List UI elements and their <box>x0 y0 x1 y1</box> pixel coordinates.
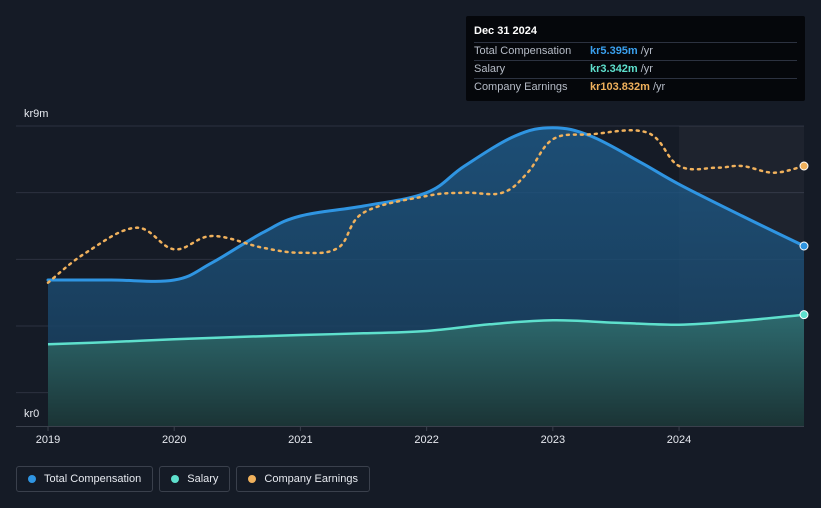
tooltip-unit: /yr <box>652 81 666 93</box>
salary-line <box>47 313 805 346</box>
x-tick-label: 2023 <box>541 434 565 446</box>
salary-area <box>48 314 804 426</box>
legend-dot-icon <box>171 475 180 483</box>
tooltip-unit: /yr <box>640 63 653 75</box>
y-axis-bottom-label: kr0 <box>24 408 40 420</box>
tooltip-value: kr103.832m <box>590 81 650 93</box>
tooltip-row-earnings: Company Earnings kr103.832m /yr <box>474 78 797 96</box>
tooltip-label: Total Compensation <box>474 45 572 57</box>
tooltip-row-salary: Salary kr3.342m /yr <box>474 60 797 78</box>
tooltip-label: Salary <box>474 63 506 75</box>
total-compensation-line <box>46 126 806 283</box>
legend-dot-icon <box>28 475 36 483</box>
tooltip-unit: /yr <box>640 45 653 57</box>
tooltip-panel: Dec 31 2024 Total Compensation kr5.395m … <box>466 16 805 101</box>
x-tick-label: 2021 <box>288 434 312 446</box>
legend-label: Company Earnings <box>264 473 358 485</box>
legend-dot-icon <box>248 475 257 483</box>
x-tick-label: 2019 <box>36 434 60 446</box>
legend-label: Total Compensation <box>44 473 142 485</box>
tooltip-value: kr5.395m <box>590 45 638 57</box>
x-tick-label: 2022 <box>414 434 438 446</box>
x-tick-label: 2024 <box>667 434 691 446</box>
legend-item-company-earnings[interactable]: Company Earnings <box>236 466 370 492</box>
company-earnings-line <box>46 129 806 284</box>
tooltip-label: Company Earnings <box>474 81 568 93</box>
legend-item-total-compensation[interactable]: Total Compensation <box>16 466 154 492</box>
tooltip-row-total: Total Compensation kr5.395m /yr <box>474 42 797 60</box>
salary-end-marker <box>799 310 809 320</box>
x-tick-label: 2020 <box>162 434 186 446</box>
total-end-marker <box>799 241 809 251</box>
y-axis-top-label: kr9m <box>24 108 49 120</box>
legend-item-salary[interactable]: Salary <box>159 466 231 492</box>
chart-legend: Total Compensation Salary Company Earnin… <box>16 466 370 492</box>
earnings-end-marker <box>799 161 809 171</box>
end-markers <box>799 161 809 320</box>
legend-label: Salary <box>187 473 219 485</box>
x-axis: 2019 2020 2021 2022 2023 2024 <box>36 426 691 446</box>
tooltip-value: kr3.342m <box>590 63 638 75</box>
tooltip-date: Dec 31 2024 <box>474 25 537 37</box>
